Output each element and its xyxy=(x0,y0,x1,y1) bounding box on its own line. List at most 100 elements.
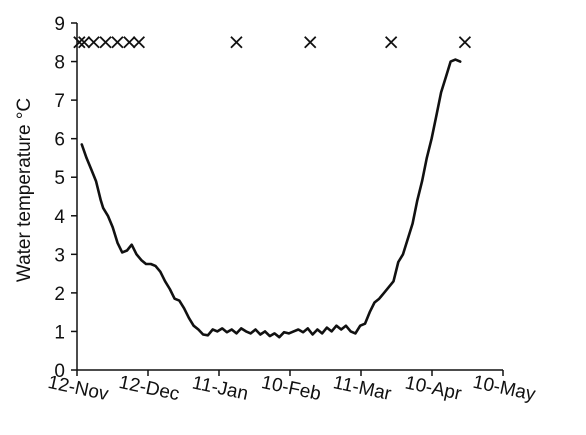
data-point xyxy=(321,332,323,335)
data-point xyxy=(145,263,147,265)
data-point xyxy=(249,332,252,335)
x-tick-label: 12-Dec xyxy=(117,372,181,405)
x-marker xyxy=(385,36,398,49)
data-point xyxy=(302,331,304,334)
data-point xyxy=(102,207,105,210)
data-point xyxy=(349,330,352,333)
data-point xyxy=(297,328,300,331)
data-point xyxy=(340,328,343,331)
data-point xyxy=(287,332,290,335)
data-point xyxy=(178,299,181,302)
data-point xyxy=(406,238,409,240)
data-point xyxy=(278,336,281,339)
data-point xyxy=(378,297,381,300)
x-axis: 12-Nov 12-Dec 11-Jan 10-Feb 11-Mar 10-Apr 10-M… xyxy=(46,369,538,406)
y-tick-label: 5 xyxy=(54,168,65,189)
data-point xyxy=(111,226,114,229)
data-point xyxy=(397,261,400,263)
data-point xyxy=(330,330,333,333)
y-tick-label: 3 xyxy=(54,245,65,266)
data-point xyxy=(183,307,186,310)
data-point xyxy=(149,263,152,265)
plot-area xyxy=(73,36,472,339)
data-point xyxy=(230,328,233,331)
data-point xyxy=(85,157,88,159)
data-point xyxy=(159,270,162,273)
data-point xyxy=(273,332,276,335)
x-tick-label: 11-Mar xyxy=(331,372,394,405)
y-axis-title: Water temperature °C xyxy=(14,98,35,282)
y-tick-label: 1 xyxy=(54,322,65,343)
data-point xyxy=(402,253,404,256)
data-point xyxy=(454,58,457,61)
data-point xyxy=(430,137,433,140)
data-point xyxy=(80,143,83,146)
x-marker xyxy=(458,36,472,49)
data-point xyxy=(245,330,247,333)
data-point xyxy=(164,280,167,283)
data-point xyxy=(226,331,228,334)
x-marker xyxy=(73,36,86,49)
data-point xyxy=(188,317,190,319)
data-point xyxy=(126,249,128,252)
data-point xyxy=(364,322,366,325)
data-point xyxy=(411,222,414,225)
data-point xyxy=(373,301,376,304)
data-point xyxy=(459,60,462,63)
data-point xyxy=(121,251,124,254)
x-marker xyxy=(99,36,112,49)
y-tick-label: 2 xyxy=(54,284,65,305)
data-point xyxy=(99,199,102,202)
data-point xyxy=(445,76,447,78)
data-point xyxy=(240,327,243,330)
x-tick-label: 12-Nov xyxy=(46,372,111,405)
data-point xyxy=(268,335,271,337)
x-marker xyxy=(78,36,91,49)
data-point xyxy=(202,333,205,336)
data-point xyxy=(130,243,133,246)
data-point xyxy=(135,253,138,256)
x-tick-label: 10-Apr xyxy=(403,372,464,405)
data-point xyxy=(387,286,390,288)
data-point xyxy=(383,292,385,294)
y-tick-label: 0 xyxy=(54,361,65,382)
data-point xyxy=(354,332,357,335)
data-point xyxy=(392,280,395,283)
data-point xyxy=(90,168,93,171)
data-point xyxy=(425,157,428,159)
data-point xyxy=(368,311,371,314)
data-point xyxy=(192,324,195,327)
data-point xyxy=(254,328,257,331)
data-point xyxy=(116,241,119,244)
x-tick-label: 10-May xyxy=(471,372,538,406)
data-point xyxy=(306,327,309,330)
data-point xyxy=(316,328,319,331)
x-marker xyxy=(304,36,317,49)
data-point xyxy=(311,333,314,336)
data-point xyxy=(107,214,109,217)
data-point xyxy=(259,333,262,336)
data-point xyxy=(421,180,423,183)
data-point xyxy=(216,330,219,333)
data-point xyxy=(221,327,224,330)
x-marker xyxy=(111,36,124,49)
y-tick-label: 7 xyxy=(54,91,65,112)
y-tick-label: 8 xyxy=(54,53,65,74)
data-point xyxy=(416,199,419,202)
y-axis: 0 1 2 3 4 5 6 7 8 9 xyxy=(54,14,78,382)
x-tick-label: 10-Feb xyxy=(260,372,323,405)
data-point xyxy=(283,331,285,334)
data-point xyxy=(168,288,171,290)
x-marker xyxy=(132,36,146,49)
x-marker xyxy=(230,36,243,49)
data-point xyxy=(440,91,442,94)
data-point xyxy=(345,324,347,327)
data-point xyxy=(335,324,338,327)
temperature-line xyxy=(80,58,462,339)
data-point xyxy=(154,265,157,267)
y-tick-label: 9 xyxy=(54,14,65,35)
data-point xyxy=(292,330,295,333)
data-point xyxy=(207,334,209,337)
x-tick-label: 11-Jan xyxy=(190,372,250,404)
